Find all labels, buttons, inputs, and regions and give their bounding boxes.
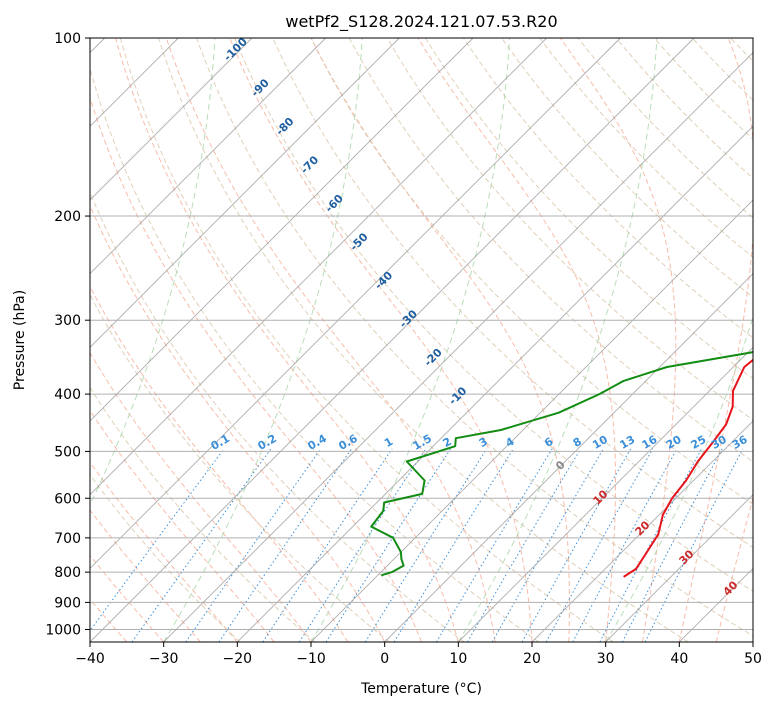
dry-adiabat-line [90, 66, 540, 642]
x-tick-label: 40 [670, 651, 688, 667]
mixing-ratio-line [393, 448, 514, 642]
y-tick-label: 900 [54, 595, 81, 611]
isotherm-line [90, 38, 695, 642]
x-tick-label: −20 [223, 651, 253, 667]
moist-adiabat-line [90, 204, 386, 642]
dry-adiabat-line [119, 38, 614, 642]
isotherm-line [310, 199, 753, 642]
chart-title: wetPf2_S128.2024.121.07.53.R20 [285, 12, 557, 32]
dry-adiabat-line [501, 38, 753, 299]
moist-adiabat-line [90, 461, 238, 642]
pressure-gridlines [90, 38, 753, 630]
y-tick-label: 800 [54, 565, 81, 581]
plot-area: -100-90-80-70-60-50-40-30-20-100.1 0.2 0.4… [90, 38, 753, 642]
mixing-ratio-line [364, 448, 488, 642]
y-axis-label: Pressure (hPa) [12, 290, 28, 390]
isotherm-line [90, 38, 400, 348]
dry-adiabat-line [386, 38, 753, 421]
x-tick-label: −10 [296, 651, 326, 667]
dry-adiabats [90, 38, 753, 642]
isotherm-line [90, 38, 253, 201]
mixing-ratio-line [218, 448, 353, 642]
y-tick-label: 700 [54, 531, 81, 547]
profile-series [370, 350, 753, 578]
mixing-ratio-line [90, 448, 225, 632]
y-tick-label: 300 [54, 313, 81, 329]
moist-adiabat-line [678, 38, 753, 642]
moist-adiabat-line [114, 38, 459, 642]
moist-adiabat-line [417, 38, 616, 642]
profile-line [370, 350, 753, 577]
x-tick-label: 0 [380, 651, 389, 667]
dry-adiabat-line [90, 191, 465, 642]
x-tick-label: −40 [75, 651, 105, 667]
dry-adiabat-line [90, 386, 316, 642]
x-tick-label: 30 [597, 651, 615, 667]
isotherm-line [90, 38, 326, 275]
moist-adiabat-line [165, 38, 496, 642]
isotherm-line [458, 346, 753, 642]
dry-adiabat-line [234, 38, 753, 592]
dry-adiabat-line [90, 293, 390, 642]
y-tick-label: 200 [54, 209, 81, 225]
x-tick-label: 50 [744, 651, 762, 667]
isotherm-line [384, 273, 753, 642]
moist-adiabat-line [715, 496, 753, 642]
plot-frame [89, 37, 754, 643]
moist-adiabat-line [229, 38, 533, 642]
mixing-ratio-line [131, 448, 272, 642]
isotherm-line [90, 38, 621, 569]
isotherm-line [90, 38, 474, 422]
x-axis-label: Temperature (°C) [360, 681, 482, 697]
mixing-ratio-line [572, 448, 678, 642]
mixing-ratio-line [467, 448, 582, 642]
dry-adiabat-line [157, 38, 689, 642]
dry-adiabat-line [424, 38, 753, 380]
mixing-ratio-lines [90, 448, 744, 642]
x-tick-label: −30 [149, 651, 179, 667]
y-tick-label: 1000 [45, 622, 81, 638]
mixing-ratio-line [298, 448, 427, 642]
y-tick-label: 600 [54, 491, 81, 507]
x-axis: −40 −30 −20 −10 0 10 20 30 40 50 [75, 642, 762, 667]
x-tick-label: 10 [449, 651, 467, 667]
y-tick-label: 500 [54, 444, 81, 460]
isotherm-line [163, 52, 753, 642]
dry-adiabat-line [310, 38, 753, 505]
isotherm-line [90, 38, 547, 496]
mixing-ratio-line [262, 448, 393, 642]
isotherm-line [531, 420, 753, 642]
isotherms [90, 38, 753, 642]
moist-adiabat-line [90, 285, 349, 642]
dry-adiabat-line [196, 38, 753, 637]
y-tick-label: 400 [54, 387, 81, 403]
y-tick-label: 100 [54, 31, 81, 47]
moist-adiabat-line [90, 409, 275, 642]
isotherm-line [605, 494, 753, 642]
profile-line [623, 358, 753, 578]
y-axis: 100 200 300 400 500 600 700 800 900 1000 [45, 31, 90, 638]
mixing-ratio-line [185, 448, 322, 642]
isotherm-line [237, 125, 753, 642]
moist-adiabat-line [310, 38, 570, 642]
x-tick-label: 20 [523, 651, 541, 667]
mixing-ratio-line [621, 448, 723, 642]
